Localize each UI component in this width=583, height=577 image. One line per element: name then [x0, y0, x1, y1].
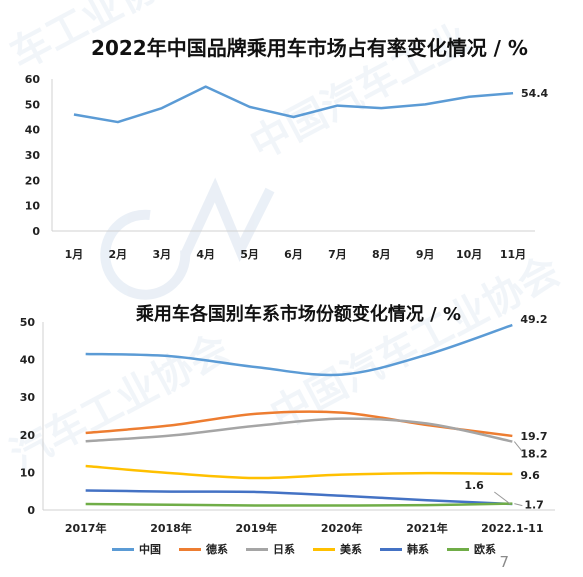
x-tick-label: 2020年 [321, 521, 363, 535]
y-tick-label: 10 [25, 200, 41, 213]
data-label: 19.7 [520, 430, 547, 443]
data-label: 18.2 [520, 448, 547, 461]
legend-swatch [246, 547, 268, 551]
x-tick-label: 11月 [500, 248, 526, 261]
leader-line [514, 503, 523, 507]
legend-label: 日系 [273, 543, 295, 556]
y-tick-label: 10 [20, 466, 36, 479]
data-label: 54.4 [521, 87, 548, 100]
legend-swatch [112, 547, 134, 551]
y-tick-label: 20 [20, 429, 36, 442]
chart-title-origin-share: 乘用车各国别车系市场份额变化情况 / % [135, 304, 462, 325]
series-line-欧系 [85, 502, 513, 507]
x-tick-label: 10月 [456, 248, 482, 261]
legend-item: 韩系 [380, 541, 429, 557]
x-tick-label: 9月 [416, 248, 435, 261]
y-tick-label: 50 [20, 316, 36, 329]
x-tick-label: 2019年 [236, 521, 278, 535]
legend-label: 德系 [206, 543, 228, 556]
legend-label: 中国 [139, 543, 161, 556]
legend: 中国 德系 日系 美系 韩系 欧系 [112, 541, 496, 557]
y-tick-label: 0 [32, 225, 40, 238]
chart-title-share: 2022年中国品牌乘用车市场占有率变化情况 / % [91, 36, 528, 60]
y-tick-label: 40 [25, 124, 41, 137]
series-line-韩系 [85, 489, 513, 506]
y-tick-label: 60 [25, 73, 41, 86]
x-tick-label: 7月 [328, 248, 347, 261]
legend-label: 韩系 [407, 543, 429, 556]
y-tick-label: 50 [25, 98, 41, 111]
legend-item: 日系 [246, 541, 295, 557]
x-tick-label: 1月 [65, 248, 84, 261]
series-line-日系 [85, 417, 513, 443]
data-label: 9.6 [520, 469, 540, 482]
series-line-美系 [85, 464, 513, 480]
data-label: 1.6 [464, 479, 484, 492]
legend-item: 欧系 [447, 541, 496, 557]
y-tick-label: 30 [25, 149, 41, 162]
legend-label: 美系 [340, 543, 362, 556]
x-tick-label: 2017年 [65, 521, 107, 535]
x-tick-label: 6月 [284, 248, 303, 261]
x-tick-label: 4月 [196, 248, 215, 261]
y-tick-label: 40 [20, 354, 36, 367]
x-tick-label: 8月 [372, 248, 391, 261]
legend-item: 德系 [179, 541, 228, 557]
legend-item: 中国 [112, 541, 161, 557]
leader-line [494, 491, 511, 505]
legend-label: 欧系 [474, 543, 496, 556]
x-tick-label: 2022.1-11 [481, 522, 543, 535]
x-tick-label: 2018年 [150, 521, 192, 535]
legend-swatch [380, 547, 402, 551]
legend-swatch [447, 547, 469, 551]
data-label: 1.7 [524, 499, 544, 512]
series-line-德系 [85, 410, 513, 438]
y-tick-label: 30 [20, 391, 36, 404]
leader-line [513, 441, 523, 452]
page-number: 7 [499, 553, 509, 571]
x-tick-label: 2月 [109, 248, 128, 261]
series-line [73, 85, 514, 124]
x-tick-label: 2021年 [406, 521, 448, 535]
x-tick-label: 5月 [240, 248, 259, 261]
series-line-中国 [85, 323, 513, 377]
y-tick-label: 0 [27, 504, 35, 517]
legend-swatch [313, 547, 335, 551]
data-label: 49.2 [520, 313, 547, 326]
legend-item: 美系 [313, 541, 362, 557]
x-tick-label: 3月 [152, 248, 171, 261]
legend-swatch [179, 547, 201, 551]
y-tick-label: 20 [25, 174, 41, 187]
